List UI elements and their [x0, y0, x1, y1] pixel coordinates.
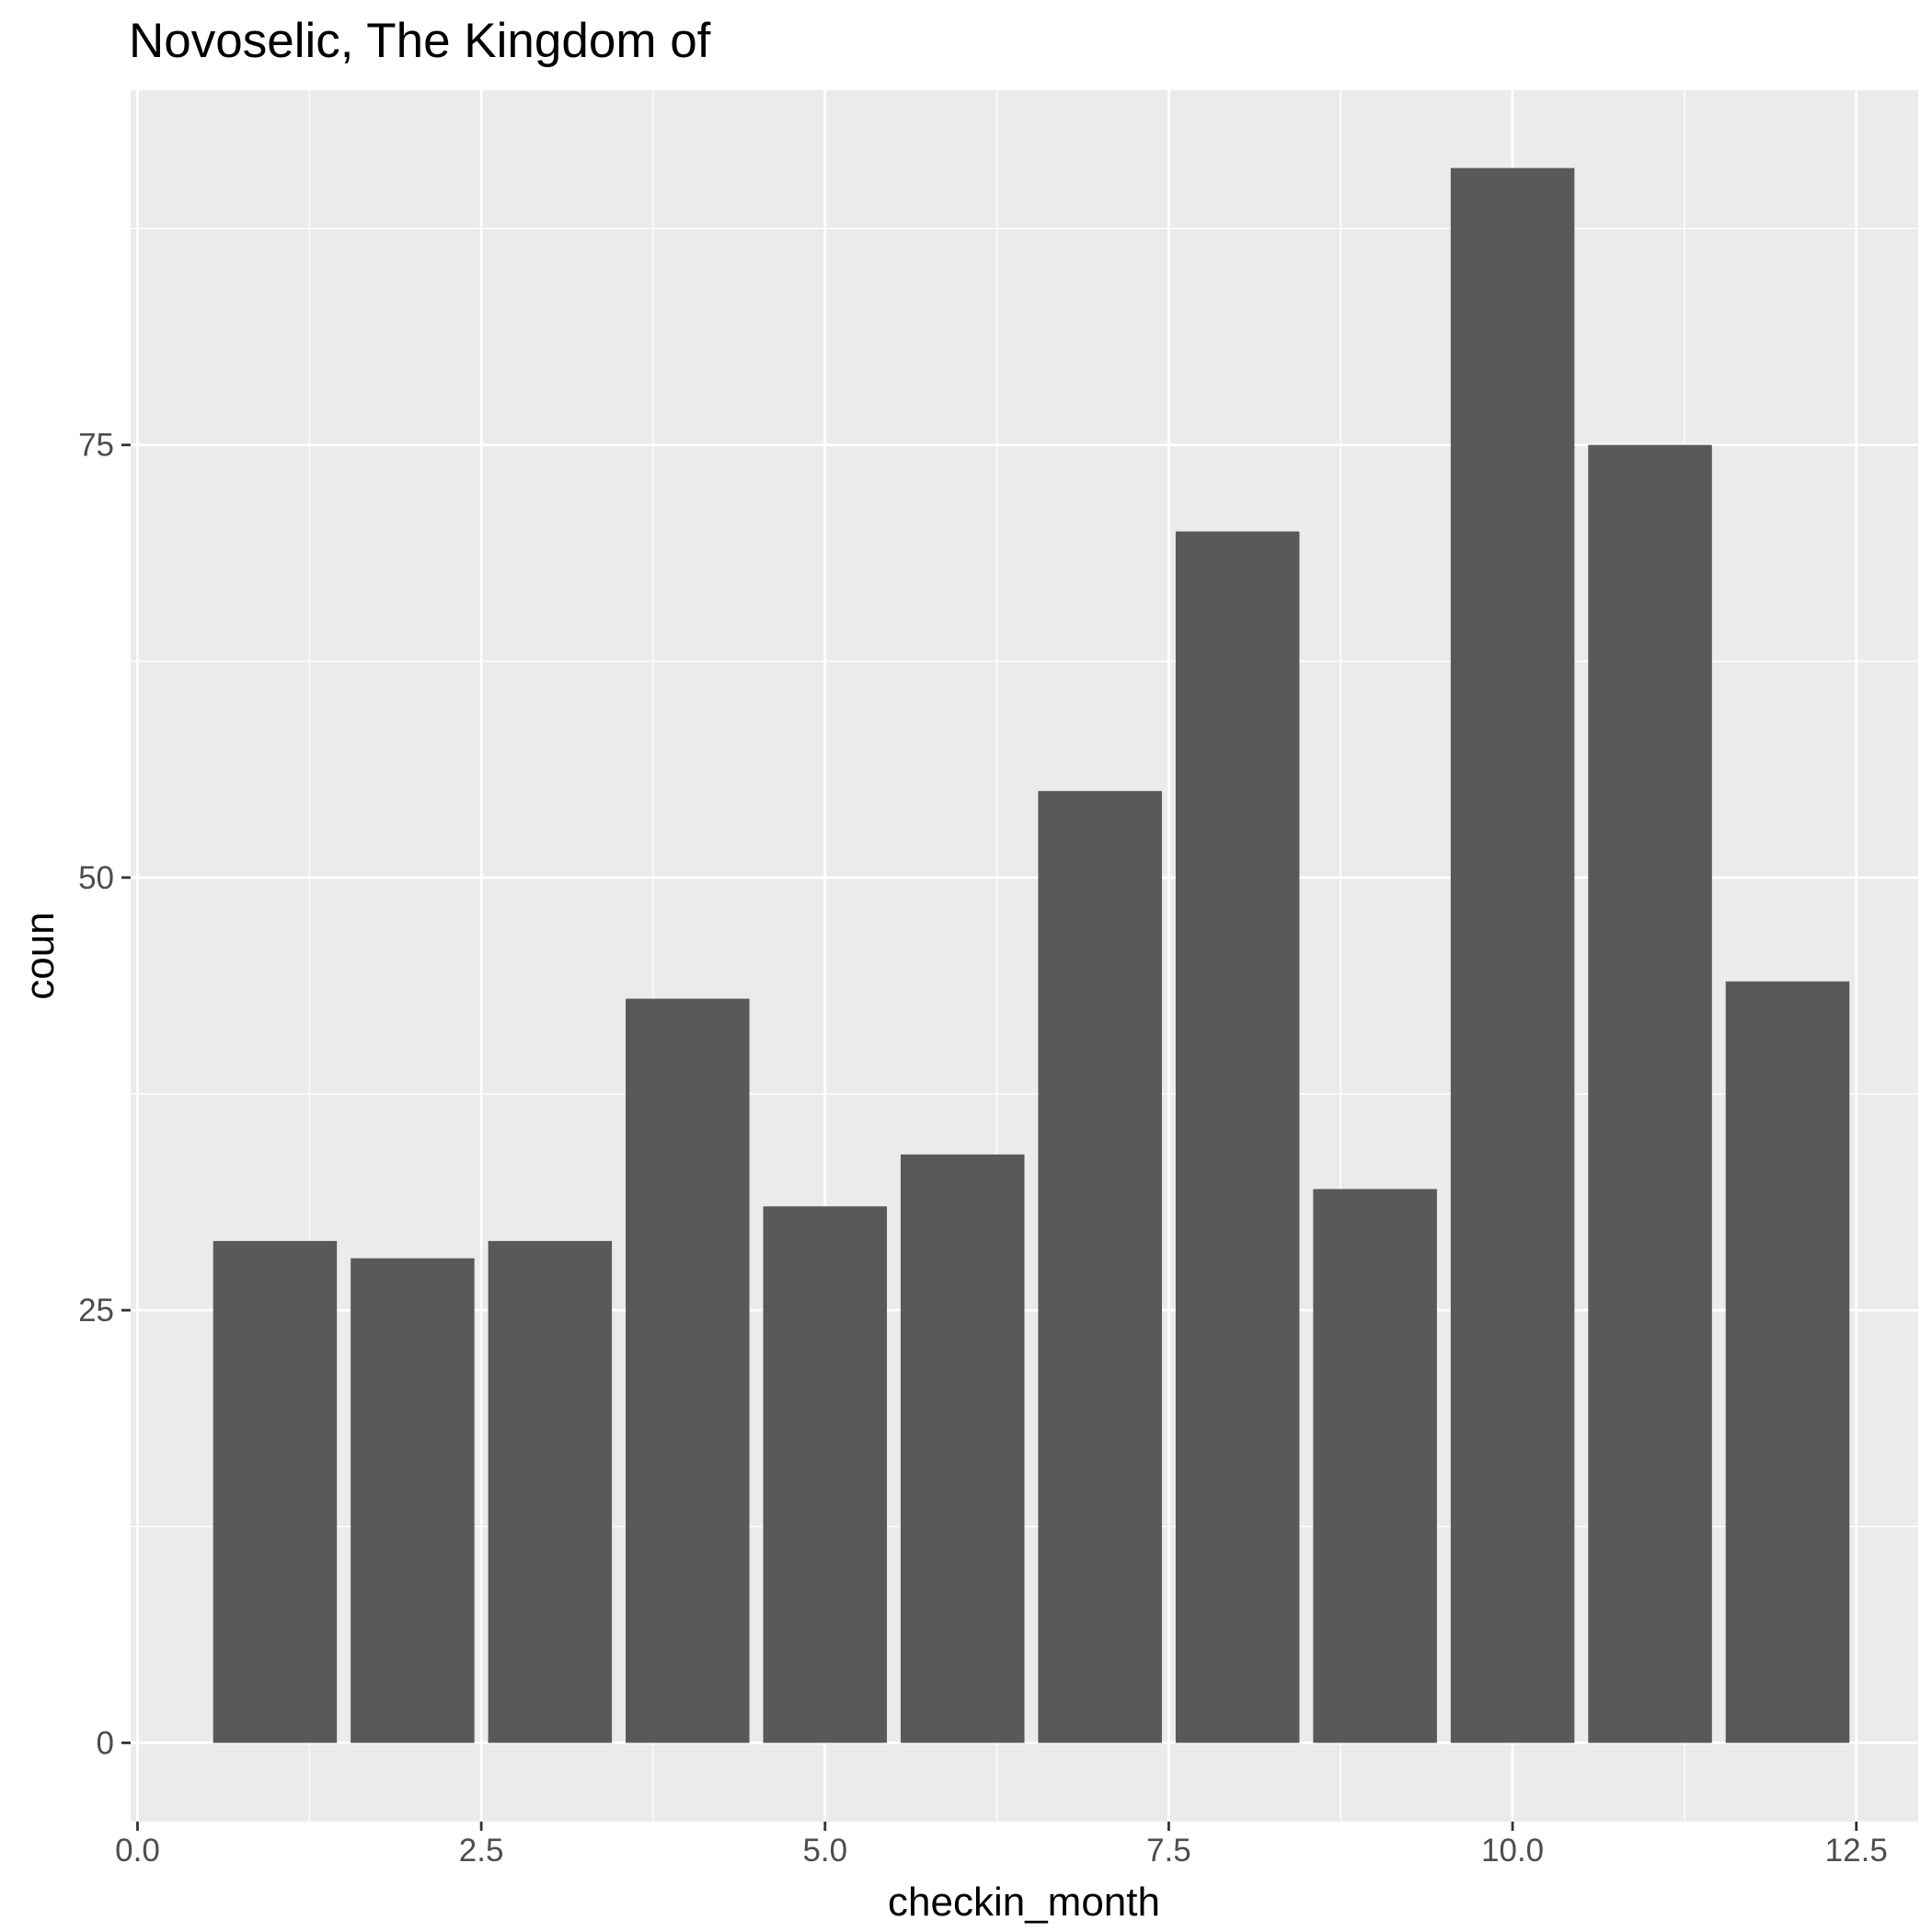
bar-month-3	[488, 1240, 613, 1743]
bar-month-11	[1588, 444, 1712, 1743]
bars	[213, 167, 1850, 1743]
x-tick-label: 7.5	[1146, 1833, 1191, 1869]
x-axis: 0.0 2.5 5.0 7.5 10.0 12.5	[115, 1822, 1888, 1869]
bar-month-10	[1450, 167, 1575, 1743]
x-tick-label: 12.5	[1825, 1833, 1888, 1869]
bar-month-4	[626, 998, 750, 1743]
bar-month-7	[1038, 790, 1162, 1743]
bar-month-12	[1725, 981, 1850, 1743]
bar-month-8	[1175, 531, 1300, 1743]
x-tick-label: 5.0	[802, 1833, 847, 1869]
y-axis: 0 25 50 75	[78, 428, 131, 1761]
bar-month-9	[1313, 1189, 1437, 1743]
x-axis-title: checkin_month	[888, 1880, 1160, 1925]
y-tick-label: 0	[97, 1725, 114, 1761]
y-tick-label: 25	[78, 1293, 114, 1328]
chart-title: Novoselic, The Kingdom of	[129, 14, 711, 68]
x-tick-label: 0.0	[115, 1833, 160, 1869]
y-axis-title: coun	[17, 912, 63, 999]
bar-month-2	[351, 1258, 475, 1743]
y-tick-label: 75	[78, 428, 114, 464]
bar-month-1	[213, 1240, 338, 1743]
bar-month-6	[900, 1154, 1025, 1743]
x-tick-label: 10.0	[1481, 1833, 1544, 1869]
y-tick-label: 50	[78, 860, 114, 896]
x-tick-label: 2.5	[459, 1833, 504, 1869]
bar-month-5	[763, 1206, 888, 1743]
